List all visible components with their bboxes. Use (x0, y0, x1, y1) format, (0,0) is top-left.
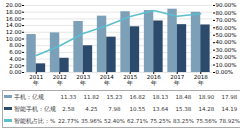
svg-text:2.00: 2.00 (9, 63, 22, 69)
svg-text:16.00: 16.00 (6, 16, 22, 22)
svg-text:10.00: 10.00 (6, 36, 22, 42)
svg-text:2016年: 2016年 (147, 74, 161, 86)
svg-text:2015年: 2015年 (123, 74, 137, 86)
html-text:13.64: 13.64 (152, 106, 169, 112)
svg-text:2013年: 2013年 (76, 74, 90, 86)
html-text:2.58: 2.58 (62, 106, 75, 112)
svg-text:2011年: 2011年 (29, 74, 43, 86)
svg-text:40.00%: 40.00% (216, 39, 237, 45)
html-text:15.38: 15.38 (175, 106, 192, 112)
html-text:7.98: 7.98 (108, 106, 121, 112)
svg-text:90.00%: 90.00% (216, 2, 237, 8)
html-text:18.48: 18.48 (175, 94, 192, 100)
html-text:11.82: 11.82 (83, 94, 100, 100)
html-text:智能手机：亿规: 智能手机：亿规 (14, 105, 56, 112)
svg-text:60.00%: 60.00% (216, 25, 237, 31)
svg-text:2014年: 2014年 (100, 74, 114, 86)
svg-text:70.00%: 70.00% (216, 17, 237, 23)
svg-text:4.00: 4.00 (9, 56, 22, 62)
svg-text:20.00%: 20.00% (216, 54, 237, 60)
html-text:17.98: 17.98 (221, 94, 238, 100)
svg-text:12.00: 12.00 (6, 29, 22, 35)
html-text:11.33: 11.33 (60, 94, 77, 100)
html-text:16.82: 16.82 (129, 94, 146, 100)
html-text:15.23: 15.23 (106, 94, 123, 100)
svg-text:50.00%: 50.00% (216, 32, 237, 38)
html-text:14.28: 14.28 (198, 106, 215, 112)
svg-text:20.00: 20.00 (6, 2, 22, 8)
svg-text:14.00: 14.00 (6, 22, 22, 28)
svg-text:8.00: 8.00 (9, 42, 22, 48)
svg-text:2012年: 2012年 (53, 74, 67, 86)
svg-text:2018年: 2018年 (194, 74, 208, 86)
svg-text:0.00: 0.00 (9, 69, 22, 75)
html-text:10.55: 10.55 (129, 106, 146, 112)
html-text:4.25: 4.25 (85, 106, 98, 112)
svg-text:2017年: 2017年 (170, 74, 184, 86)
html-text:18.90: 18.90 (198, 94, 215, 100)
svg-text:0.00%: 0.00% (216, 69, 233, 75)
svg-text:18.00: 18.00 (6, 9, 22, 15)
html-text:14.19: 14.19 (221, 106, 238, 112)
svg-text:80.00%: 80.00% (216, 10, 237, 16)
svg-text:10.00%: 10.00% (216, 62, 237, 68)
html-text:手机：亿规: 手机：亿规 (14, 93, 44, 100)
html-text:智能机占比：% 22.77% 35.96% 52.40% 6: 智能机占比：% 22.77% 35.96% 52.40% 62.71% 75.2… (14, 117, 240, 124)
html-text:18.13: 18.13 (152, 94, 169, 100)
svg-text:30.00%: 30.00% (216, 47, 237, 53)
svg-text:6.00: 6.00 (9, 49, 22, 55)
